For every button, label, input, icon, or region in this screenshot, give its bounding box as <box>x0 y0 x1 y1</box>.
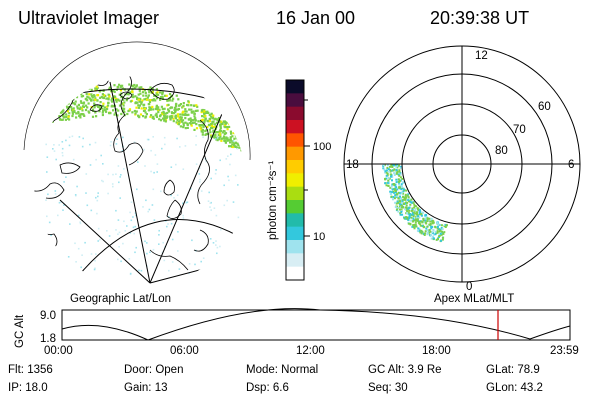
aurora-oval-magnetic <box>382 164 448 243</box>
colorbar-step <box>286 240 304 254</box>
geographic-map <box>34 76 246 288</box>
time-label: 20:39:38 UT <box>430 8 530 28</box>
instrument-title: Ultraviolet Imager <box>18 8 160 28</box>
mlt-label-18: 18 <box>346 159 359 171</box>
map-limb <box>23 41 251 161</box>
status-flt: Flt: 1356 <box>8 364 53 376</box>
status-glat: GLat: 78.9 <box>486 364 540 376</box>
colorbar-unit-label: photon cm⁻²s⁻¹ <box>267 161 279 240</box>
ytick-9: 9.0 <box>40 310 56 322</box>
colorbar-step <box>286 213 304 228</box>
xtick-0000: 00:00 <box>44 345 73 357</box>
mlt-label-12: 12 <box>475 50 488 62</box>
altitude-curve <box>61 308 571 341</box>
colorbar: 100 10 photon cm⁻²s⁻¹ <box>267 79 331 281</box>
timeline-ylabel: GC Alt <box>14 314 26 348</box>
xtick-1200: 12:00 <box>296 345 325 357</box>
colorbar-tick-100: 100 <box>313 141 331 153</box>
xtick-1800: 18:00 <box>422 345 451 357</box>
mlt-label-6: 6 <box>568 159 574 171</box>
status-ip: IP: 18.0 <box>8 382 48 394</box>
xtick-2359: 23:59 <box>550 345 579 357</box>
status-seq: Seq: 30 <box>368 382 408 394</box>
colorbar-step <box>286 133 304 148</box>
colorbar-tick-10: 10 <box>313 231 325 243</box>
status-gc-alt: GC Alt: 3.9 Re <box>368 364 442 376</box>
colorbar-step <box>286 266 304 281</box>
colorbar-step <box>286 173 304 188</box>
mlat-label-60: 60 <box>538 101 551 113</box>
mlat-label-70: 70 <box>513 124 526 136</box>
colorbar-step <box>286 93 304 108</box>
colorbar-step <box>286 106 304 121</box>
date-label: 16 Jan 00 <box>276 8 356 28</box>
xtick-0600: 06:00 <box>170 345 199 357</box>
colorbar-step <box>286 146 304 161</box>
colorbar-step <box>286 200 304 214</box>
polar-caption: Apex MLat/MLT <box>434 293 515 305</box>
colorbar-step <box>286 80 304 94</box>
status-glon: GLon: 43.2 <box>486 382 543 394</box>
colorbar-step <box>286 160 304 174</box>
altitude-timeline: 9.0 1.8 GC Alt <box>14 308 571 348</box>
colorbar-step <box>286 120 304 134</box>
status-gain: Gain: 13 <box>124 382 168 394</box>
ytick-1-8: 1.8 <box>40 333 56 345</box>
status-mode: Mode: Normal <box>246 364 319 376</box>
polar-grid <box>344 46 580 282</box>
colorbar-step <box>286 186 304 201</box>
colorbar-step <box>286 253 304 268</box>
colorbar-step <box>286 226 304 241</box>
mlt-label-0: 0 <box>466 281 472 293</box>
status-door: Door: Open <box>124 364 184 376</box>
mlat-label-80: 80 <box>495 145 508 157</box>
polar-plot: 12 18 6 0 60 70 80 <box>343 45 581 293</box>
status-dsp: Dsp: 6.6 <box>246 382 289 394</box>
map-caption: Geographic Lat/Lon <box>70 293 172 305</box>
